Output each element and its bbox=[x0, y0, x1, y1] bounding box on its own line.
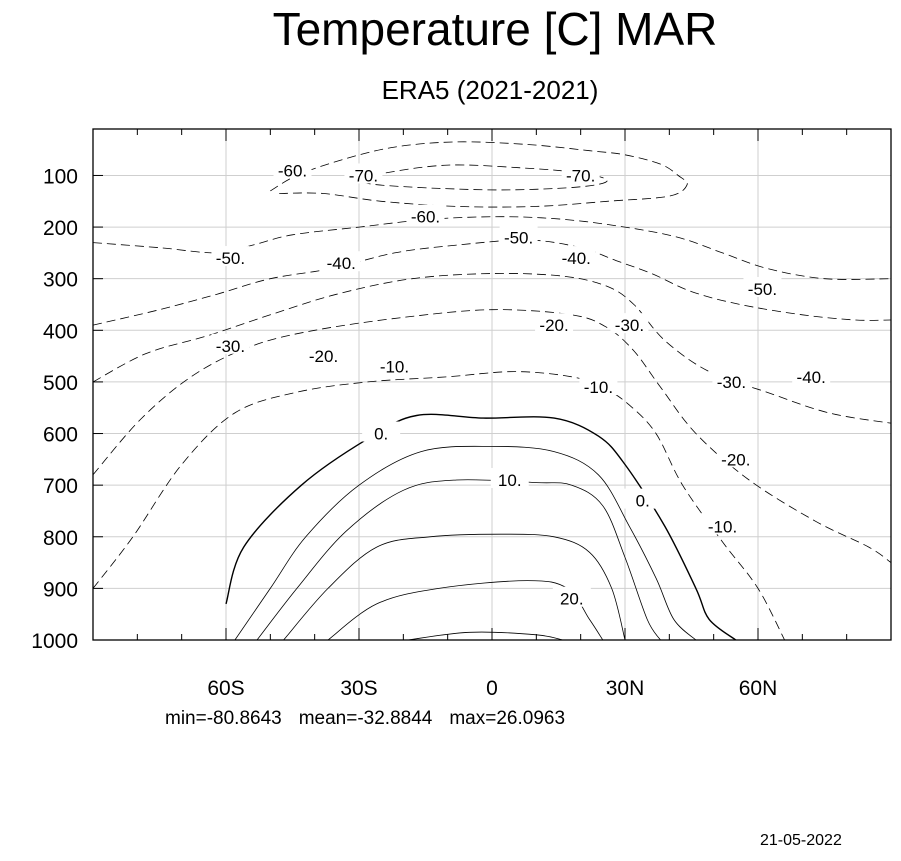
contour-label: -40. bbox=[797, 368, 826, 387]
contour-label: -20. bbox=[721, 450, 750, 469]
contour-label: -30. bbox=[717, 373, 746, 392]
contour-line bbox=[225, 413, 737, 641]
contour-label: -50. bbox=[748, 280, 777, 299]
contour-label-bg bbox=[552, 586, 591, 607]
contour-label-bg bbox=[273, 158, 312, 179]
contour-lines bbox=[92, 141, 892, 641]
contour-line bbox=[234, 445, 697, 641]
contour-label: -10. bbox=[584, 378, 613, 397]
y-tick-label: 200 bbox=[43, 217, 78, 240]
stat-min: min=-80.8643 bbox=[165, 708, 282, 729]
chart-subtitle: ERA5 (2021-2021) bbox=[381, 75, 599, 105]
contour-label-bg bbox=[703, 514, 742, 535]
contour-line bbox=[407, 631, 563, 641]
y-tick-label: 800 bbox=[43, 527, 78, 550]
contour-label-bg bbox=[362, 421, 401, 442]
contour-line bbox=[327, 580, 604, 641]
contour-label-bg bbox=[623, 488, 662, 509]
contour-label-bg bbox=[304, 344, 343, 365]
contour-label-bg bbox=[743, 277, 782, 298]
contour-label: 10. bbox=[498, 471, 522, 490]
y-tick-label: 500 bbox=[43, 372, 78, 395]
contour-line bbox=[256, 479, 661, 641]
contour-label: -60. bbox=[278, 161, 307, 180]
contour-line bbox=[92, 239, 892, 326]
x-tick-label: 60S bbox=[207, 677, 244, 700]
contour-line bbox=[92, 216, 892, 280]
contour-label: -50. bbox=[216, 249, 245, 268]
y-tick-label: 700 bbox=[43, 475, 78, 498]
contour-label-bg bbox=[792, 364, 831, 385]
contour-label-bg bbox=[322, 251, 361, 272]
contour-line bbox=[358, 164, 608, 191]
contour-labels: -60. -70. -70. -60. -50. -50. -40. -40. -50. -20.… bbox=[211, 158, 831, 609]
contour-label: -70. bbox=[566, 166, 595, 185]
contour-label-bg bbox=[712, 369, 751, 390]
chart-title: Temperature [C] MAR bbox=[272, 3, 718, 55]
contour-label: 20. bbox=[560, 590, 584, 609]
contour-label-bg bbox=[557, 246, 596, 267]
axis-ticks: 60S 30S 0 30N 60N 100 200 300 400 500 600 700 800 900… bbox=[31, 129, 848, 700]
contour-label-bg bbox=[211, 246, 250, 267]
contour-label: 0. bbox=[374, 425, 388, 444]
contour-label: -40. bbox=[562, 249, 591, 268]
contour-label: -20. bbox=[309, 347, 338, 366]
x-tick-label: 30N bbox=[606, 677, 645, 700]
contour-label: -60. bbox=[411, 208, 440, 227]
contour-label: -20. bbox=[539, 316, 568, 335]
stat-max: max=26.0963 bbox=[449, 708, 566, 729]
contour-label: 0. bbox=[636, 492, 650, 511]
contour-label-bg bbox=[716, 447, 755, 468]
contour-label-bg bbox=[579, 375, 618, 396]
y-tick-label: 900 bbox=[43, 578, 78, 601]
contour-label: -30. bbox=[216, 337, 245, 356]
y-tick-label: 1000 bbox=[31, 630, 78, 653]
y-tick-label: 400 bbox=[43, 320, 78, 343]
contour-label-bg bbox=[499, 225, 538, 246]
contour-label-bg bbox=[406, 204, 445, 225]
contour-line bbox=[92, 309, 892, 563]
contour-label: -10. bbox=[708, 517, 737, 536]
grid-lines bbox=[93, 129, 891, 641]
x-tick-label: 60N bbox=[739, 677, 778, 700]
contour-label: -30. bbox=[615, 316, 644, 335]
contour-label: -10. bbox=[380, 357, 409, 376]
stats-line: min=-80.8643 mean=-32.8844 max=26.0963 bbox=[165, 708, 582, 730]
contour-line bbox=[92, 371, 785, 641]
contour-label-bg bbox=[211, 333, 250, 354]
contour-label-bg bbox=[561, 163, 600, 184]
y-tick-label: 600 bbox=[43, 424, 78, 447]
contour-label: -40. bbox=[327, 254, 356, 273]
x-tick-label: 0 bbox=[486, 677, 498, 700]
contour-line bbox=[270, 141, 688, 208]
contour-label-bg bbox=[535, 313, 574, 334]
contour-label-bg bbox=[490, 467, 529, 488]
date-stamp: 21-05-2022 bbox=[760, 832, 842, 849]
x-tick-label: 30S bbox=[340, 677, 377, 700]
contour-line bbox=[283, 533, 626, 641]
contour-label: -50. bbox=[504, 228, 533, 247]
contour-label-bg bbox=[610, 313, 649, 334]
contour-label: -70. bbox=[349, 166, 378, 185]
contour-label-bg bbox=[344, 163, 383, 184]
stat-mean: mean=-32.8844 bbox=[298, 708, 433, 729]
contour-line bbox=[92, 273, 892, 424]
y-tick-label: 100 bbox=[43, 165, 78, 188]
y-tick-label: 300 bbox=[43, 269, 78, 292]
contour-label-bg bbox=[375, 354, 414, 375]
